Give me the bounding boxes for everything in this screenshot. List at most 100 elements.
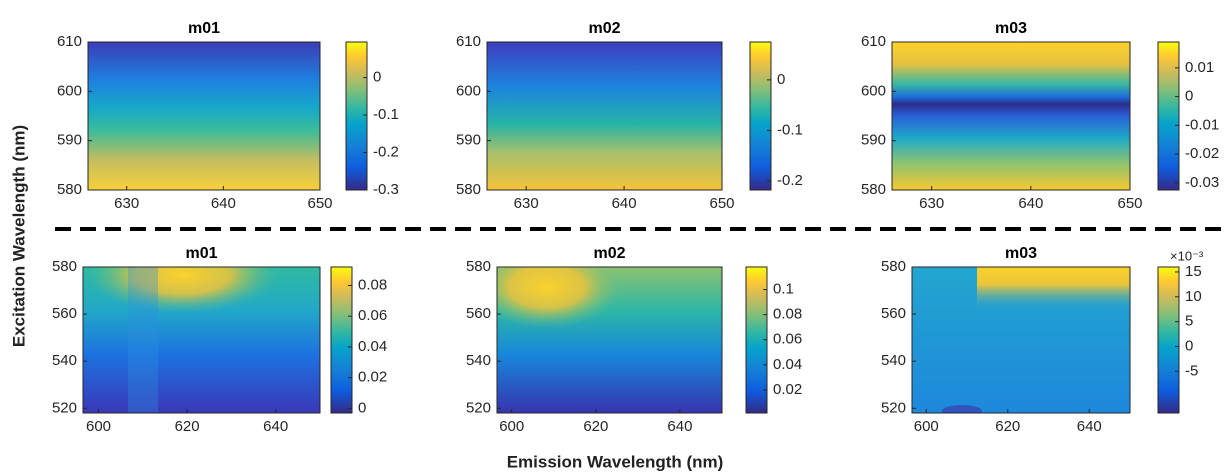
- y-tick-label: 590: [456, 132, 481, 149]
- colorbar-tick-label: 0.08: [358, 276, 387, 293]
- y-tick-label: 580: [456, 181, 481, 198]
- colorbar-tick-label: 10: [1185, 288, 1202, 305]
- colorbar-exponent: ×10⁻³: [1170, 248, 1204, 263]
- colorbar-tick-label: 15: [1185, 263, 1202, 280]
- colorbar-tick-label: -0.1: [777, 121, 803, 138]
- colorbar: [345, 41, 368, 191]
- colorbar-tick-label: 0.01: [1185, 59, 1214, 76]
- heatmap: [912, 267, 1130, 413]
- colorbar-tick-label: 0: [777, 71, 785, 88]
- plot-frame: [82, 266, 321, 414]
- x-axis-label: Emission Wavelength (nm): [507, 452, 724, 471]
- y-tick-label: 610: [456, 33, 481, 50]
- heatmap-highlight: [87, 267, 278, 313]
- colorbar-tick-label: 0.06: [358, 307, 387, 324]
- plot-frame: [87, 41, 321, 191]
- colorbar-tick-label: -5: [1185, 362, 1198, 379]
- colorbar-tick-label: -0.01: [1185, 116, 1219, 133]
- y-tick-label: 600: [861, 82, 886, 99]
- heatmap-highlight: [977, 267, 1130, 413]
- y-tick-label: 520: [466, 399, 491, 416]
- colorbar-tick-label: -0.3: [373, 181, 399, 198]
- colorbar-tick-label: -0.1: [373, 106, 399, 123]
- panel-title: m01: [188, 20, 220, 37]
- y-tick-label: 600: [57, 82, 82, 99]
- colorbar-tick-label: 0.06: [773, 331, 802, 348]
- y-tick-label: 610: [861, 33, 886, 50]
- x-tick-label: 640: [263, 418, 288, 435]
- y-tick-label: 540: [881, 352, 906, 369]
- plot-frame: [911, 266, 1131, 414]
- y-tick-label: 580: [52, 258, 77, 275]
- panel-title: m01: [185, 245, 217, 262]
- x-tick-label: 650: [307, 195, 332, 212]
- heatmap-image: [892, 42, 1130, 190]
- colorbar: [1157, 41, 1180, 191]
- heatmap-highlight: [128, 267, 158, 413]
- x-tick-label: 630: [114, 195, 139, 212]
- y-tick-label: 590: [57, 132, 82, 149]
- y-tick-label: 540: [466, 352, 491, 369]
- x-tick-label: 640: [612, 195, 637, 212]
- x-tick-label: 640: [1077, 418, 1102, 435]
- y-tick-label: 590: [861, 132, 886, 149]
- colorbar-tick-label: -0.02: [1185, 145, 1219, 162]
- colorbar-tick-label: 0.04: [773, 356, 802, 373]
- heatmap-image: [88, 42, 320, 190]
- y-axis-label: Excitation Wavelength (nm): [9, 125, 28, 347]
- plot-frame: [486, 41, 723, 191]
- x-tick-label: 630: [919, 195, 944, 212]
- colorbar-tick-label: 0.1: [773, 281, 794, 298]
- colorbar-tick-label: 0.08: [773, 306, 802, 323]
- y-tick-label: 580: [881, 258, 906, 275]
- x-tick-label: 600: [914, 418, 939, 435]
- plot-frame: [891, 41, 1131, 191]
- colorbar-tick-label: 0: [1185, 337, 1193, 354]
- x-tick-label: 620: [995, 418, 1020, 435]
- panel-title: m03: [1005, 245, 1037, 262]
- x-tick-label: 630: [514, 195, 539, 212]
- y-tick-label: 560: [52, 305, 77, 322]
- heatmap-highlight: [497, 267, 622, 329]
- colorbar: [1157, 266, 1180, 414]
- x-tick-label: 620: [583, 418, 608, 435]
- y-tick-label: 580: [57, 181, 82, 198]
- panel-title: m02: [593, 245, 625, 262]
- colorbar-tick-label: -0.03: [1185, 174, 1219, 191]
- heatmap: [487, 42, 722, 190]
- colorbar-tick-label: 0: [373, 69, 381, 86]
- colorbar: [330, 266, 353, 414]
- colorbar-tick-label: -0.2: [373, 144, 399, 161]
- colorbar-tick-label: -0.2: [777, 172, 803, 189]
- colorbar: [749, 41, 772, 191]
- y-tick-label: 560: [466, 305, 491, 322]
- colorbar-tick-label: 0: [358, 399, 366, 416]
- y-tick-label: 600: [456, 82, 481, 99]
- x-tick-label: 600: [499, 418, 524, 435]
- x-tick-label: 640: [667, 418, 692, 435]
- panel-title: m02: [588, 20, 620, 37]
- panel-title: m03: [995, 20, 1027, 37]
- heatmap: [497, 267, 722, 413]
- y-tick-label: 540: [52, 352, 77, 369]
- colorbar-tick-label: 0.02: [773, 381, 802, 398]
- heatmap: [88, 42, 320, 190]
- colorbar-tick-label: 0.02: [358, 369, 387, 386]
- colorbar-tick-label: 0: [1185, 88, 1193, 105]
- plot-frame: [496, 266, 723, 414]
- x-tick-label: 650: [709, 195, 734, 212]
- y-tick-label: 580: [466, 258, 491, 275]
- heatmap: [83, 267, 320, 413]
- colorbar-tick-label: 5: [1185, 313, 1193, 330]
- heatmap-highlight: [942, 405, 982, 413]
- x-tick-label: 640: [1018, 195, 1043, 212]
- x-tick-label: 650: [1117, 195, 1142, 212]
- y-tick-label: 520: [52, 399, 77, 416]
- colorbar-tick-label: 0.04: [358, 338, 387, 355]
- heatmap: [892, 42, 1130, 190]
- y-tick-label: 610: [57, 33, 82, 50]
- x-tick-label: 620: [175, 418, 200, 435]
- y-tick-label: 560: [881, 305, 906, 322]
